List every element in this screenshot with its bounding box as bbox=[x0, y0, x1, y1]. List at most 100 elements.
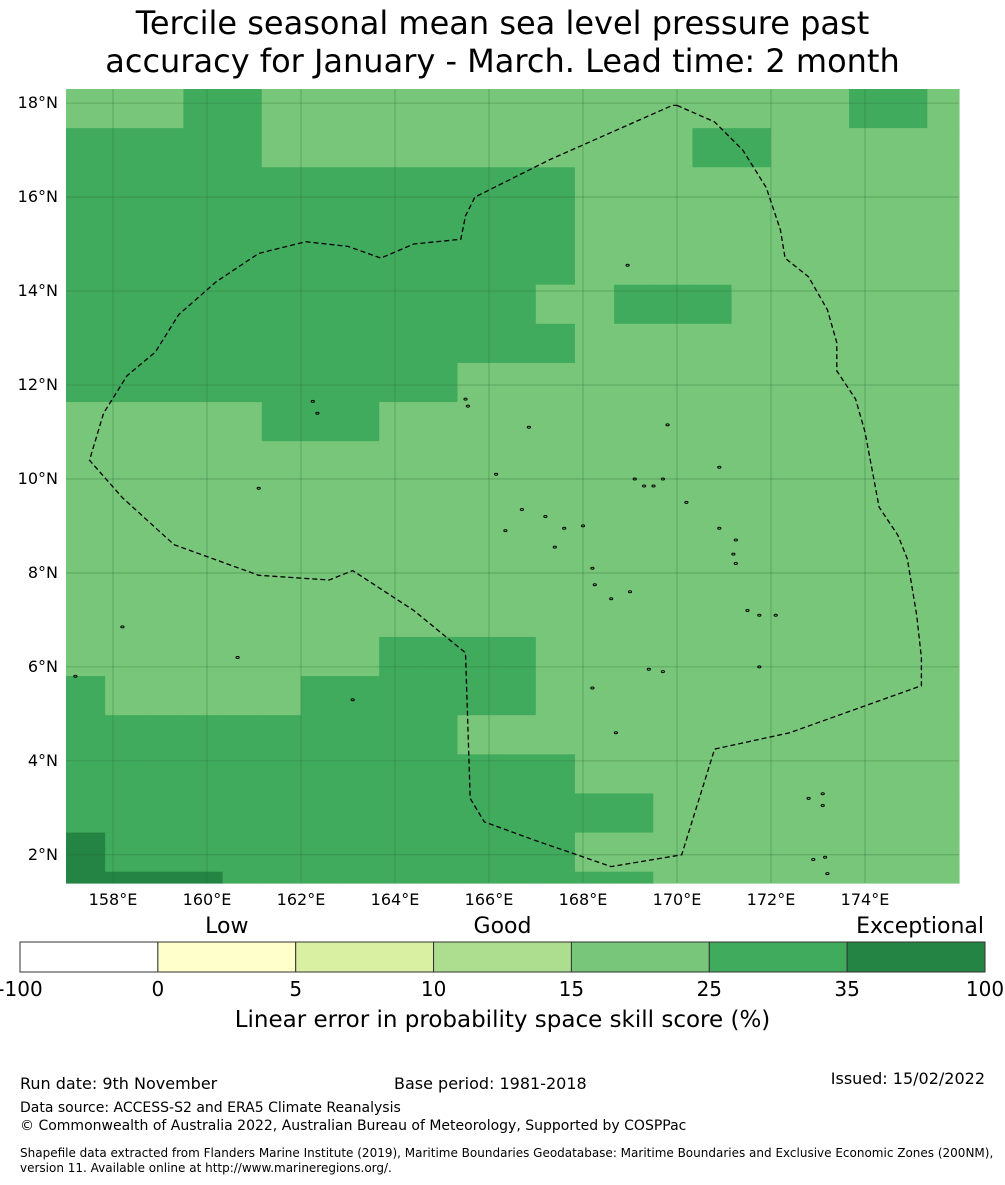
island-outline bbox=[609, 597, 614, 601]
skill-cell bbox=[183, 597, 224, 638]
skill-cell bbox=[222, 323, 263, 364]
colorbar-tick-label: 35 bbox=[834, 977, 860, 1001]
skill-cell bbox=[418, 323, 459, 364]
skill-cell bbox=[849, 167, 889, 208]
colorbar-category-label: Exceptional bbox=[856, 914, 984, 939]
skill-cell bbox=[457, 519, 498, 560]
skill-cell bbox=[849, 597, 889, 638]
run-date: Run date: 9th November bbox=[20, 1074, 218, 1093]
skill-cell bbox=[261, 206, 302, 247]
skill-cell bbox=[653, 676, 694, 716]
skill-cell bbox=[496, 871, 537, 884]
skill-cell bbox=[222, 832, 263, 873]
skill-cell bbox=[809, 480, 850, 521]
skill-cell bbox=[653, 206, 694, 247]
skill-cell bbox=[888, 128, 928, 168]
skill-cell bbox=[300, 480, 341, 521]
colorbar-category-label: Low bbox=[205, 914, 249, 939]
skill-cell bbox=[692, 128, 733, 168]
skill-cell bbox=[731, 167, 772, 208]
skill-cell bbox=[770, 323, 811, 364]
skill-cell bbox=[379, 832, 419, 873]
skill-cell bbox=[574, 89, 615, 129]
skill-cell bbox=[614, 245, 654, 286]
base-period: Base period: 1981-2018 bbox=[394, 1074, 587, 1093]
skill-cell bbox=[888, 89, 928, 129]
skill-cell bbox=[222, 245, 263, 286]
skill-cell bbox=[614, 89, 654, 129]
skill-cell bbox=[379, 597, 419, 638]
skill-cell bbox=[300, 832, 341, 873]
skill-cell bbox=[300, 871, 341, 884]
skill-cell bbox=[457, 480, 498, 521]
map-gridlines bbox=[66, 89, 959, 883]
skill-cell bbox=[614, 597, 654, 638]
skill-cell bbox=[692, 284, 733, 325]
skill-cell bbox=[66, 715, 106, 755]
skill-cell bbox=[66, 871, 106, 884]
skill-cell bbox=[66, 597, 106, 638]
skill-cell bbox=[770, 441, 811, 481]
colorbar-tick-label: 25 bbox=[696, 977, 723, 1001]
skill-cell bbox=[496, 362, 537, 403]
skill-cell bbox=[770, 402, 811, 442]
skill-cell bbox=[183, 206, 224, 247]
skill-cell bbox=[222, 597, 263, 638]
skill-cell bbox=[770, 715, 811, 755]
island-outline bbox=[310, 399, 315, 403]
skill-cell bbox=[66, 636, 106, 677]
skill-cell bbox=[418, 128, 459, 168]
island-outline bbox=[315, 411, 320, 415]
skill-cell bbox=[731, 832, 772, 873]
skill-cell bbox=[66, 323, 106, 364]
skill-cell bbox=[144, 284, 185, 325]
skill-cell bbox=[809, 402, 850, 442]
skill-cell bbox=[183, 167, 224, 208]
skill-cell bbox=[340, 871, 380, 884]
skill-cell bbox=[849, 754, 889, 795]
skill-cell bbox=[770, 636, 811, 677]
skill-cell bbox=[770, 676, 811, 716]
island-outline bbox=[806, 796, 811, 800]
skill-cell bbox=[614, 676, 654, 716]
skill-cell bbox=[379, 206, 419, 247]
skill-cell bbox=[300, 362, 341, 403]
skill-cell bbox=[614, 715, 654, 755]
skill-cell bbox=[222, 754, 263, 795]
skill-cell bbox=[809, 871, 850, 884]
skill-cell bbox=[261, 558, 302, 599]
skill-cell bbox=[379, 754, 419, 795]
longitude-label: 170°E bbox=[652, 890, 702, 909]
skill-cell bbox=[888, 754, 928, 795]
skill-cell bbox=[222, 519, 263, 560]
skill-cell bbox=[653, 519, 694, 560]
skill-cell bbox=[927, 597, 960, 638]
skill-cell bbox=[731, 323, 772, 364]
skill-cell bbox=[144, 558, 185, 599]
skill-cell bbox=[340, 558, 380, 599]
skill-cell bbox=[809, 597, 850, 638]
skill-cell bbox=[849, 402, 889, 442]
skill-cell bbox=[144, 245, 185, 286]
skill-cell bbox=[692, 89, 733, 129]
skill-cell bbox=[105, 715, 145, 755]
skill-cell bbox=[105, 676, 145, 716]
skill-cell bbox=[770, 754, 811, 795]
skill-cell bbox=[692, 480, 733, 521]
skill-cell bbox=[574, 402, 615, 442]
skill-cell bbox=[222, 676, 263, 716]
skill-cell bbox=[183, 245, 224, 286]
skill-cell bbox=[809, 832, 850, 873]
longitude-label: 160°E bbox=[182, 890, 232, 909]
latitude-label: 18°N bbox=[17, 93, 58, 113]
skill-cell bbox=[66, 402, 106, 442]
skill-cell bbox=[692, 167, 733, 208]
skill-cell bbox=[731, 676, 772, 716]
skill-cell bbox=[770, 480, 811, 521]
skill-cell bbox=[261, 636, 302, 677]
skill-cell bbox=[535, 871, 576, 884]
skill-cell bbox=[888, 871, 928, 884]
skill-cell bbox=[574, 715, 615, 755]
skill-cell bbox=[653, 167, 694, 208]
skill-cell bbox=[66, 793, 106, 834]
